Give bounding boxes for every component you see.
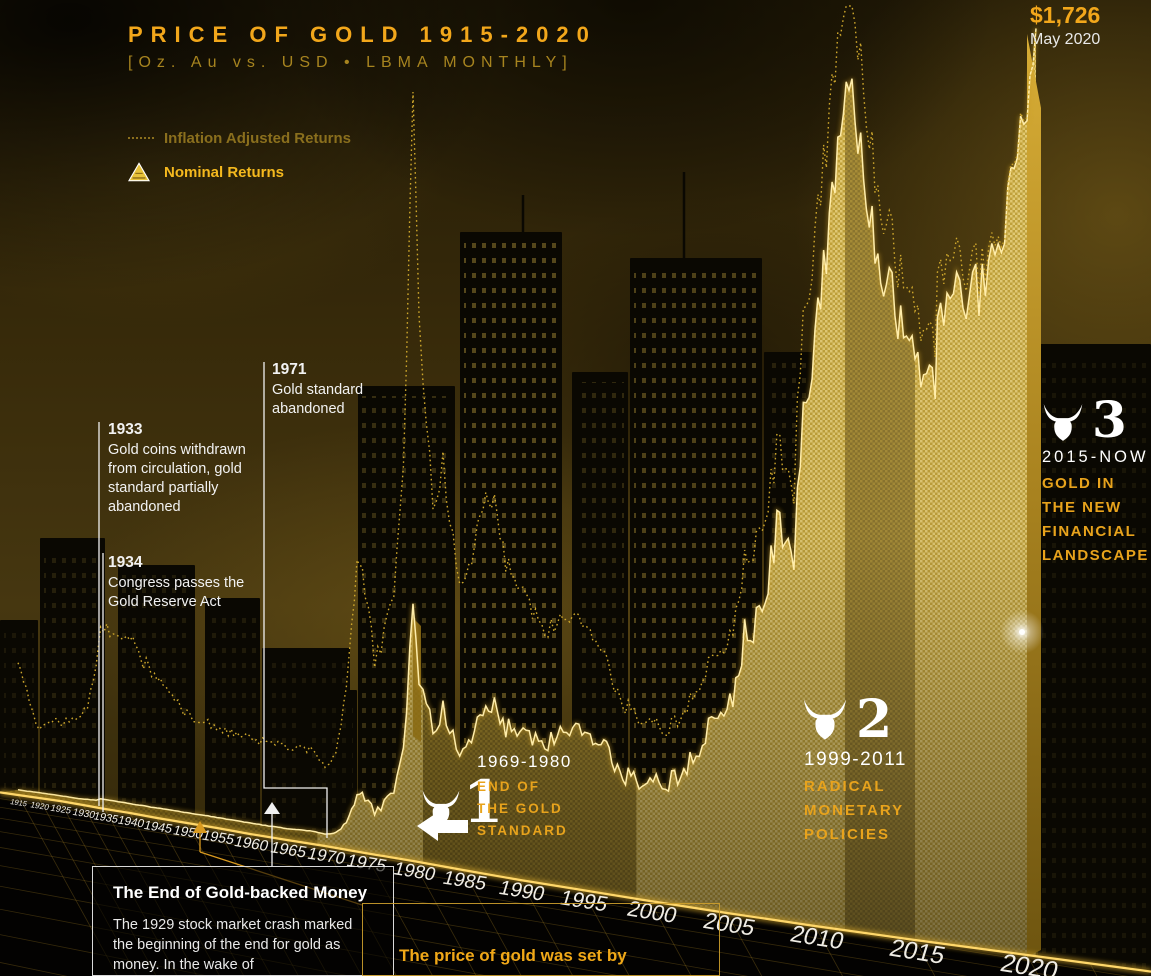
bull-number: 1 [463, 768, 504, 836]
bull-number: 3 [1092, 390, 1127, 449]
grid-line [0, 831, 864, 976]
grid-line [519, 879, 574, 976]
story-box-gold-price: The price of gold was set by [362, 903, 720, 976]
area-edge-highlight [17, 28, 1037, 835]
grid-line [914, 939, 936, 976]
bull-market-3: 3 2015-NOW GOLD IN THE NEW FINANCIAL LAN… [1042, 390, 1151, 564]
story-box-title: The End of Gold-backed Money [113, 883, 368, 902]
dotted-line-icon [128, 137, 158, 139]
legend: Inflation Adjusted Returns Nominal Retur… [128, 125, 351, 193]
page-title: PRICE OF GOLD 1915-2020 [128, 22, 597, 47]
annotation-1933: 1933 Gold coins withdrawn from circulati… [108, 420, 258, 517]
pyramid-icon [128, 162, 158, 182]
annotation-year: 1933 [108, 421, 143, 438]
legend-label: Nominal Returns [164, 163, 285, 181]
axis-tick-label: 1930 [71, 807, 97, 821]
annotation-1934: 1934 Congress passes the Gold Reserve Ac… [108, 553, 258, 612]
arrow-left-icon [417, 812, 468, 841]
legend-item-inflation: Inflation Adjusted Returns [128, 125, 351, 151]
grid-line [0, 817, 968, 976]
story-box-body: The 1929 stock market crash marked the b… [113, 917, 353, 973]
grid-line [0, 806, 1057, 976]
annotation-text: Gold standard abandoned [272, 382, 364, 417]
bull-icon [803, 699, 847, 740]
axis-tick-label: 1920 [29, 799, 51, 812]
sparkle-flare [952, 560, 1098, 706]
bull-label: END OF THE GOLD STANDARD [477, 779, 568, 838]
grid-line [649, 900, 692, 976]
bull-period: 1969-1980 [477, 752, 572, 771]
bull-market-1: 1 1969-1980 END OF THE GOLD STANDARD [417, 750, 577, 860]
annotation-text: Congress passes the Gold Reserve Act [108, 575, 245, 610]
axis-tick-label: 1965 [268, 839, 309, 862]
annotation-1971: 1971 Gold standard abandoned [272, 360, 397, 419]
price-callout: $1,726 May 2020 [1030, 2, 1100, 49]
bull-icon [1043, 404, 1083, 441]
axis-tick-label: 1915 [9, 797, 28, 808]
bull-label: GOLD IN THE NEW FINANCIAL LANDSCAPE [1042, 475, 1149, 564]
spike-side-panel-2020 [1027, 34, 1041, 957]
arrow-up-icon [264, 802, 280, 814]
bull-period: 2015-NOW [1042, 448, 1149, 466]
axis-tick-label: 1925 [49, 803, 72, 816]
axis-tick-label: 1960 [232, 833, 270, 855]
price-value: $1,726 [1030, 2, 1101, 28]
inflation-adjusted-line [17, 5, 1037, 769]
page-subtitle: [Oz. Au vs. USD • LBMA MONTHLY] [128, 54, 573, 71]
bull-number: 2 [856, 689, 893, 750]
axis-tick-label: 1955 [200, 828, 236, 848]
gold-note-text: The price of gold was set by [399, 946, 627, 965]
story-box-gold-backed-money: The End of Gold-backed Money The 1929 st… [92, 866, 394, 976]
building-silhouette [1038, 344, 1151, 976]
legend-label: Inflation Adjusted Returns [164, 129, 351, 147]
grid-line [581, 889, 630, 976]
grid-line [814, 925, 843, 976]
annotation-connectors [98, 362, 328, 866]
grid-line [726, 912, 763, 976]
annotation-year: 1971 [272, 361, 307, 378]
axis-tick-label: 1935 [92, 810, 120, 825]
header: PRICE OF GOLD 1915-2020 [Oz. Au vs. USD … [128, 22, 597, 72]
bull-market-2: 2 1999-2011 RADICAL MONETARY POLICIES [802, 689, 962, 843]
axis-tick-label: 1945 [142, 818, 174, 836]
grid-line [462, 869, 522, 976]
annotation-year: 1934 [108, 554, 143, 571]
axis-tick-label: 1940 [116, 813, 146, 831]
gold-arrow-up-icon [193, 821, 207, 833]
annotation-text: Gold coins withdrawn from circulation, g… [108, 442, 246, 515]
bull-period: 1999-2011 [804, 749, 907, 770]
bull-label: RADICAL MONETARY POLICIES [804, 778, 905, 843]
grid-line [412, 860, 477, 976]
time-axis [0, 791, 1151, 973]
bull-icon [422, 790, 460, 826]
price-date: May 2020 [1030, 31, 1101, 48]
legend-item-nominal: Nominal Returns [128, 159, 351, 185]
